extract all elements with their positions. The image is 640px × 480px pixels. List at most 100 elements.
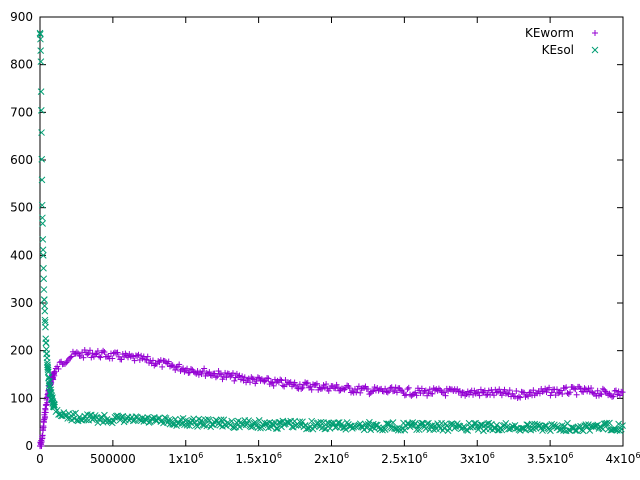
data-point bbox=[94, 347, 101, 354]
data-point bbox=[254, 424, 262, 432]
data-point bbox=[67, 354, 74, 361]
data-point bbox=[498, 392, 505, 399]
data-point bbox=[186, 369, 193, 376]
data-point bbox=[441, 389, 448, 396]
data-point bbox=[361, 384, 368, 391]
data-point bbox=[316, 384, 323, 391]
data-point bbox=[42, 413, 49, 420]
data-point bbox=[299, 418, 306, 426]
data-point bbox=[312, 381, 319, 388]
series-kesol bbox=[36, 29, 626, 435]
data-point bbox=[553, 386, 560, 393]
data-point bbox=[169, 420, 176, 428]
data-point bbox=[245, 417, 253, 424]
data-point bbox=[615, 420, 622, 428]
data-point bbox=[44, 366, 52, 374]
data-point bbox=[518, 424, 525, 432]
data-point bbox=[62, 360, 69, 367]
data-point bbox=[477, 386, 484, 393]
data-point bbox=[41, 296, 48, 304]
data-point bbox=[504, 390, 511, 397]
data-point bbox=[201, 365, 208, 372]
data-point bbox=[491, 392, 498, 399]
data-point bbox=[567, 389, 574, 396]
data-point bbox=[302, 379, 309, 386]
data-point bbox=[374, 385, 381, 392]
data-point bbox=[299, 384, 306, 391]
data-point bbox=[319, 385, 326, 392]
data-point bbox=[232, 374, 239, 381]
data-point bbox=[231, 377, 238, 384]
data-point bbox=[371, 425, 378, 432]
data-point bbox=[321, 384, 328, 391]
data-point bbox=[571, 385, 578, 392]
data-point bbox=[442, 392, 449, 399]
data-point bbox=[342, 426, 350, 433]
x-tick-label: 3.5x106 bbox=[527, 451, 574, 466]
data-point bbox=[206, 369, 213, 376]
data-point bbox=[97, 414, 104, 422]
data-point bbox=[40, 424, 47, 431]
data-point bbox=[598, 391, 605, 398]
y-tick-label: 800 bbox=[10, 58, 33, 72]
data-point bbox=[226, 370, 233, 377]
data-point bbox=[41, 316, 49, 324]
y-tick-label: 500 bbox=[10, 201, 33, 215]
data-point bbox=[236, 372, 243, 379]
data-point bbox=[513, 388, 520, 395]
x-tick-label: 2.5x106 bbox=[381, 451, 428, 466]
data-point bbox=[207, 372, 214, 379]
data-point bbox=[320, 382, 327, 389]
data-point bbox=[194, 423, 201, 430]
data-point bbox=[547, 427, 554, 435]
data-point bbox=[401, 392, 408, 399]
data-point bbox=[493, 389, 500, 396]
legend-label: KEsol bbox=[542, 43, 574, 57]
data-point bbox=[346, 385, 353, 392]
data-point bbox=[39, 252, 47, 259]
data-point bbox=[423, 420, 431, 428]
data-point bbox=[383, 388, 390, 395]
data-point bbox=[269, 379, 276, 386]
data-point bbox=[332, 385, 339, 392]
data-point bbox=[261, 378, 268, 385]
data-point bbox=[317, 385, 324, 392]
data-point bbox=[222, 369, 229, 376]
data-point bbox=[143, 356, 150, 363]
data-point bbox=[588, 385, 595, 392]
data-point bbox=[463, 426, 470, 434]
x-tick-label: 1x106 bbox=[168, 451, 203, 466]
data-point bbox=[64, 415, 72, 422]
data-point bbox=[548, 389, 555, 396]
data-point bbox=[446, 385, 453, 392]
data-point bbox=[405, 384, 412, 391]
data-point bbox=[369, 388, 376, 395]
data-point bbox=[515, 393, 522, 400]
data-point bbox=[256, 375, 263, 382]
data-point bbox=[96, 353, 103, 360]
data-series bbox=[36, 29, 626, 450]
data-point bbox=[313, 420, 321, 427]
data-point bbox=[41, 302, 48, 310]
legend-marker bbox=[591, 46, 599, 54]
data-point bbox=[40, 264, 47, 272]
data-point bbox=[476, 392, 483, 399]
data-point bbox=[334, 384, 341, 391]
data-point bbox=[265, 375, 272, 382]
data-point bbox=[274, 425, 281, 432]
data-point bbox=[86, 347, 93, 354]
data-point bbox=[586, 388, 593, 395]
data-point bbox=[559, 390, 566, 397]
data-point bbox=[391, 387, 398, 394]
data-point bbox=[425, 389, 432, 396]
data-point bbox=[165, 358, 172, 365]
data-point bbox=[517, 394, 524, 401]
data-point bbox=[38, 155, 46, 163]
data-point bbox=[363, 424, 371, 432]
data-point bbox=[235, 373, 242, 380]
data-point bbox=[268, 378, 275, 385]
data-point bbox=[270, 382, 277, 389]
data-point bbox=[194, 368, 201, 375]
x-tick-label: 3x106 bbox=[460, 451, 495, 466]
data-point bbox=[304, 379, 311, 386]
